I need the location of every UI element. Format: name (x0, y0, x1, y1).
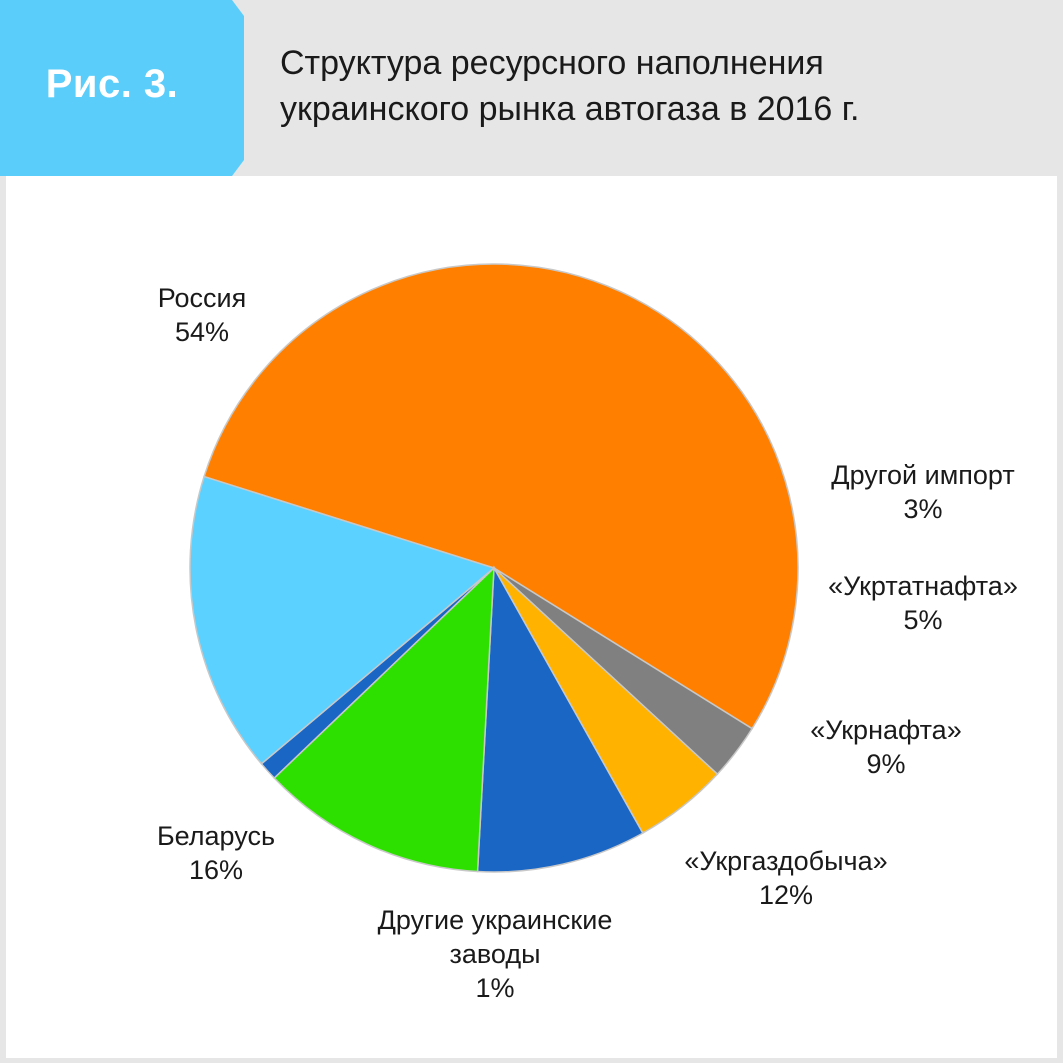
slice-category-label: «Укрнафта» (810, 715, 961, 745)
figure-title-line-2: украинского рынка автогаза в 2016 г. (280, 90, 860, 128)
slice-label-4: «Укрнафта» 9% (810, 715, 961, 779)
slice-value-label: 3% (903, 494, 942, 524)
slice-value-label: 16% (189, 855, 243, 885)
pie-slices (189, 263, 799, 873)
slice-category-label: Россия (158, 283, 247, 313)
figure-tag: Рис. 3. (0, 0, 260, 176)
slice-category-label: Другие украинские (378, 905, 613, 935)
slice-label-3: «Укртатнафта» 5% (828, 571, 1018, 635)
slice-label-7: Беларусь 16% (157, 821, 275, 885)
slice-value-label: 54% (175, 317, 229, 347)
pie-slice-7 (189, 475, 496, 765)
slice-category-label: Беларусь (157, 821, 275, 851)
slice-category-label: заводы (449, 939, 540, 969)
slice-value-label: 12% (759, 880, 813, 910)
slice-category-label: «Укргаздобыча» (684, 846, 887, 876)
slice-label-5: «Укргаздобыча» 12% (684, 846, 887, 910)
slice-value-label: 1% (475, 973, 514, 1003)
pie-slice-1 (203, 263, 799, 730)
slice-label-1: Россия 54% (158, 283, 247, 347)
figure-header: Рис. 3. Структура ресурсного наполнения … (0, 0, 1063, 176)
chart-area: Россия 54% Другой импорт 3% «Укртатнафта» 5% «… (6, 176, 1057, 1058)
figure-tag-shape (0, 0, 244, 176)
pie-slice-5 (273, 566, 495, 873)
slice-category-label: «Укртатнафта» (828, 571, 1018, 601)
figure-title-line-1: Структура ресурсного наполнения (280, 44, 824, 82)
slice-value-label: 9% (866, 749, 905, 779)
slice-label-2: Другой импорт 3% (831, 460, 1014, 524)
pie-slice-4 (476, 565, 644, 873)
pie-chart: Россия 54%Другой импорт 3%«Укртатнафта» 5%«… (157, 263, 1018, 1003)
slice-value-label: 5% (903, 605, 942, 635)
figure-title: Структура ресурсного наполнения украинск… (280, 40, 1040, 132)
pie-labels: Россия 54%Другой импорт 3%«Укртатнафта» 5%«… (157, 283, 1018, 1003)
slice-category-label: Другой импорт (831, 460, 1014, 490)
figure-number: Рис. 3. (45, 62, 179, 106)
slice-label-6: Другие украинские заводы 1% (378, 905, 613, 1003)
